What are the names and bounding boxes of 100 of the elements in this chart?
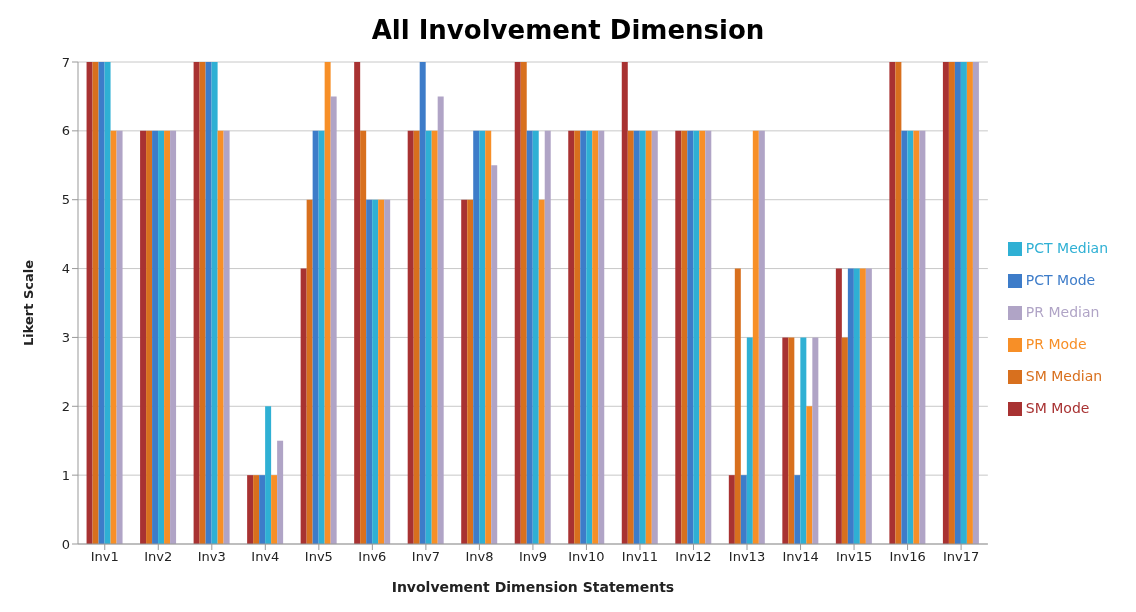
bar bbox=[312, 130, 319, 544]
bar bbox=[960, 62, 967, 544]
bar bbox=[752, 130, 759, 544]
bar bbox=[473, 130, 480, 544]
x-tick-label: Inv4 bbox=[251, 549, 280, 565]
bar bbox=[841, 337, 848, 544]
bar bbox=[514, 62, 521, 544]
bar bbox=[98, 62, 105, 544]
bar bbox=[532, 130, 539, 544]
bar bbox=[193, 62, 200, 544]
legend-label: PR Median bbox=[1025, 304, 1100, 320]
bar bbox=[942, 62, 949, 544]
bar bbox=[853, 268, 860, 544]
bar bbox=[954, 62, 961, 544]
bar bbox=[104, 62, 111, 544]
bar bbox=[330, 96, 337, 544]
x-tick-label: Inv16 bbox=[889, 549, 926, 565]
bar bbox=[835, 268, 842, 544]
bar bbox=[437, 96, 444, 544]
bar bbox=[592, 130, 599, 544]
bar bbox=[681, 130, 688, 544]
bar bbox=[806, 406, 813, 544]
y-tick-label: 0 bbox=[61, 536, 70, 552]
bar bbox=[812, 337, 819, 544]
x-tick-label: Inv6 bbox=[358, 549, 387, 565]
bar bbox=[746, 337, 753, 544]
bar bbox=[788, 337, 795, 544]
bar bbox=[782, 337, 789, 544]
bar bbox=[538, 199, 545, 544]
bar bbox=[425, 130, 432, 544]
bar bbox=[598, 130, 605, 544]
bar bbox=[919, 130, 926, 544]
x-tick-label: Inv12 bbox=[675, 549, 712, 565]
bar bbox=[544, 130, 551, 544]
bar bbox=[419, 62, 426, 544]
bar bbox=[318, 130, 325, 544]
bar bbox=[300, 268, 307, 544]
bar bbox=[110, 130, 117, 544]
bar bbox=[253, 475, 260, 544]
x-tick-label: Inv7 bbox=[411, 549, 440, 565]
bar bbox=[366, 199, 373, 544]
bar bbox=[639, 130, 646, 544]
bar bbox=[360, 130, 367, 544]
y-tick-label: 4 bbox=[61, 261, 70, 277]
bar bbox=[526, 130, 533, 544]
bar bbox=[306, 199, 313, 544]
bar bbox=[152, 130, 159, 544]
bar bbox=[728, 475, 735, 544]
y-tick-label: 2 bbox=[61, 398, 70, 414]
legend-label: SM Mode bbox=[1025, 400, 1090, 416]
y-tick-label: 5 bbox=[61, 192, 70, 208]
x-tick-label: Inv1 bbox=[90, 549, 119, 565]
bar bbox=[164, 130, 171, 544]
bar bbox=[758, 130, 765, 544]
x-tick-label: Inv5 bbox=[304, 549, 333, 565]
bar bbox=[431, 130, 438, 544]
bar bbox=[140, 130, 147, 544]
bar bbox=[621, 62, 628, 544]
bar bbox=[907, 130, 914, 544]
bar bbox=[800, 337, 807, 544]
y-tick-label: 6 bbox=[61, 123, 70, 139]
bar bbox=[966, 62, 973, 544]
bar bbox=[699, 130, 706, 544]
legend-label: SM Median bbox=[1025, 368, 1103, 384]
bar bbox=[847, 268, 854, 544]
bar bbox=[972, 62, 979, 544]
bar bbox=[116, 130, 123, 544]
bar bbox=[205, 62, 212, 544]
bar bbox=[223, 130, 230, 544]
bar bbox=[413, 130, 420, 544]
bar bbox=[372, 199, 379, 544]
x-axis-title: Involvement Dimension Statements bbox=[391, 579, 675, 595]
bar bbox=[645, 130, 652, 544]
bar bbox=[485, 130, 492, 544]
y-tick-label: 3 bbox=[61, 330, 70, 346]
bar bbox=[491, 165, 498, 544]
y-tick-label: 1 bbox=[61, 467, 70, 483]
bar bbox=[461, 199, 468, 544]
bar bbox=[889, 62, 896, 544]
bar bbox=[199, 62, 206, 544]
bar bbox=[675, 130, 682, 544]
bar bbox=[693, 130, 700, 544]
bar bbox=[407, 130, 414, 544]
bar bbox=[146, 130, 153, 544]
bar bbox=[247, 475, 254, 544]
bar bbox=[384, 199, 391, 544]
bar bbox=[211, 62, 218, 544]
bar bbox=[687, 130, 694, 544]
y-axis-title: Likert Scale bbox=[20, 259, 36, 347]
bar bbox=[277, 440, 284, 544]
x-tick-label: Inv8 bbox=[465, 549, 494, 565]
bar bbox=[580, 130, 587, 544]
bar bbox=[901, 130, 908, 544]
bar bbox=[271, 475, 278, 544]
chart-title: All Involvement Dimension bbox=[370, 14, 766, 47]
bar bbox=[574, 130, 581, 544]
x-tick-label: Inv9 bbox=[518, 549, 547, 565]
bar bbox=[627, 130, 634, 544]
x-tick-label: Inv14 bbox=[782, 549, 819, 565]
bar bbox=[158, 130, 165, 544]
